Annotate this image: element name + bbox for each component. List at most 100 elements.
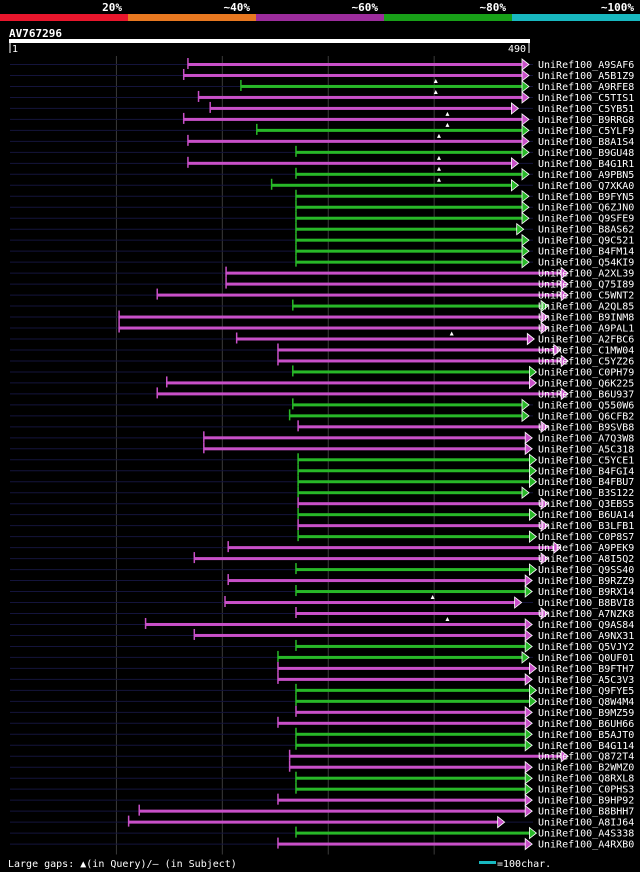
hit-row[interactable]: UniRef100_B6UA14 bbox=[10, 508, 634, 521]
hit-label[interactable]: UniRef100_B6UA14 bbox=[538, 510, 634, 521]
hit-row[interactable]: UniRef100_C5YLF9 bbox=[10, 122, 634, 137]
hit-label[interactable]: UniRef100_B6U937 bbox=[538, 389, 634, 400]
hit-row[interactable]: UniRef100_B9GU48 bbox=[10, 145, 634, 159]
hit-row[interactable]: UniRef100_B6UH66 bbox=[10, 716, 634, 730]
hit-row[interactable]: UniRef100_Q5VJY2 bbox=[10, 639, 634, 653]
hit-label[interactable]: UniRef100_Q8RXL8 bbox=[538, 774, 634, 785]
hit-label[interactable]: UniRef100_Q6CFB2 bbox=[538, 411, 634, 422]
hit-row[interactable]: UniRef100_Q7XKA0 bbox=[10, 177, 634, 192]
hit-row[interactable]: UniRef100_Q75I89 bbox=[10, 277, 634, 291]
hit-label[interactable]: UniRef100_A2QL85 bbox=[538, 302, 634, 313]
hit-label[interactable]: UniRef100_B9RX14 bbox=[538, 587, 634, 598]
hit-label[interactable]: UniRef100_Q9SFE9 bbox=[538, 214, 634, 225]
hit-row[interactable]: UniRef100_B4G114 bbox=[10, 738, 634, 752]
hit-label[interactable]: UniRef100_B9FTH7 bbox=[538, 664, 634, 675]
hit-label[interactable]: UniRef100_C0PH79 bbox=[538, 367, 634, 378]
hit-row[interactable]: UniRef100_B9FYN5 bbox=[10, 189, 634, 203]
hit-row[interactable]: UniRef100_A8IJ64 bbox=[10, 815, 634, 829]
hit-row[interactable]: UniRef100_Q872T4 bbox=[10, 749, 634, 763]
hit-row[interactable]: UniRef100_A2FBC6 bbox=[10, 331, 634, 346]
hit-row[interactable]: UniRef100_C0PH79 bbox=[10, 365, 634, 378]
hit-label[interactable]: UniRef100_C5YLF9 bbox=[538, 126, 634, 137]
hit-label[interactable]: UniRef100_B9GU48 bbox=[538, 148, 634, 159]
hit-row[interactable]: UniRef100_A9RFE8 bbox=[10, 78, 634, 93]
hit-label[interactable]: UniRef100_B5AJT0 bbox=[538, 730, 634, 741]
hit-row[interactable]: UniRef100_Q3EBS5 bbox=[10, 497, 634, 510]
hit-label[interactable]: UniRef100_Q9FYE5 bbox=[538, 686, 634, 697]
hit-label[interactable]: UniRef100_C5WNT2 bbox=[538, 291, 634, 302]
hit-label[interactable]: UniRef100_Q6K225 bbox=[538, 378, 634, 389]
hit-row[interactable]: UniRef100_B4FM14 bbox=[10, 244, 634, 258]
hit-row[interactable]: UniRef100_C5WNT2 bbox=[10, 288, 634, 302]
hit-label[interactable]: UniRef100_B9FYN5 bbox=[538, 192, 634, 203]
hit-label[interactable]: UniRef100_B4FBU7 bbox=[538, 477, 634, 488]
hit-label[interactable]: UniRef100_B9INM8 bbox=[538, 313, 634, 324]
hit-label[interactable]: UniRef100_Q8W4M4 bbox=[538, 697, 634, 708]
hit-label[interactable]: UniRef100_Q6ZJN0 bbox=[538, 203, 634, 214]
hit-row[interactable]: UniRef100_B2WMZ0 bbox=[10, 760, 634, 774]
hit-label[interactable]: UniRef100_Q5VJY2 bbox=[538, 642, 634, 653]
hit-row[interactable]: UniRef100_C5YZ26 bbox=[10, 354, 634, 367]
hit-label[interactable]: UniRef100_B6UH66 bbox=[538, 719, 634, 730]
hit-label[interactable]: UniRef100_B3LFB1 bbox=[538, 521, 634, 532]
hit-label[interactable]: UniRef100_A9PEK9 bbox=[538, 543, 634, 554]
hit-row[interactable]: UniRef100_B9RZZ9 bbox=[10, 574, 634, 587]
hit-label[interactable]: UniRef100_A4S338 bbox=[538, 829, 634, 840]
hit-label[interactable]: UniRef100_B8BVI8 bbox=[538, 598, 634, 609]
hit-label[interactable]: UniRef100_C0PHS3 bbox=[538, 785, 634, 796]
hit-row[interactable]: UniRef100_B8AS62 bbox=[10, 222, 634, 236]
hit-row[interactable]: UniRef100_A4S338 bbox=[10, 826, 634, 840]
hit-row[interactable]: UniRef100_A5C3V3 bbox=[10, 672, 634, 686]
hit-label[interactable]: UniRef100_B9HP92 bbox=[538, 796, 634, 807]
hit-label[interactable]: UniRef100_A9PBN5 bbox=[538, 170, 634, 181]
hit-label[interactable]: UniRef100_B3S122 bbox=[538, 488, 634, 499]
hit-label[interactable]: UniRef100_A2XL39 bbox=[538, 269, 634, 280]
hit-label[interactable]: UniRef100_A4RXB0 bbox=[538, 840, 634, 851]
hit-row[interactable]: UniRef100_A7Q3W8 bbox=[10, 431, 634, 444]
hit-row[interactable]: UniRef100_A4RXB0 bbox=[10, 837, 634, 851]
hit-label[interactable]: UniRef100_B8A1S4 bbox=[538, 137, 634, 148]
hit-label[interactable]: UniRef100_C5TIS1 bbox=[538, 93, 634, 104]
hit-label[interactable]: UniRef100_A5B1Z9 bbox=[538, 71, 634, 82]
hit-row[interactable]: UniRef100_A9PAL1 bbox=[10, 321, 634, 335]
hit-label[interactable]: UniRef100_A8IJ64 bbox=[538, 818, 634, 829]
hit-row[interactable]: UniRef100_A9PEK9 bbox=[10, 541, 634, 554]
hit-row[interactable]: UniRef100_B9FTH7 bbox=[10, 661, 634, 675]
hit-row[interactable]: UniRef100_Q9C521 bbox=[10, 233, 634, 247]
hit-row[interactable]: UniRef100_B9HP92 bbox=[10, 793, 634, 807]
hit-row[interactable]: UniRef100_B4G1R1 bbox=[10, 155, 634, 170]
hit-label[interactable]: UniRef100_Q550W6 bbox=[538, 400, 634, 411]
hit-row[interactable]: UniRef100_A9SAF6 bbox=[10, 58, 634, 71]
hit-row[interactable]: UniRef100_C1MW04 bbox=[10, 343, 634, 356]
hit-label[interactable]: UniRef100_A7NZK8 bbox=[538, 609, 634, 620]
hit-label[interactable]: UniRef100_C5YB51 bbox=[538, 104, 634, 115]
hit-label[interactable]: UniRef100_B4FM14 bbox=[538, 247, 634, 258]
hit-label[interactable]: UniRef100_Q75I89 bbox=[538, 280, 634, 291]
hit-label[interactable]: UniRef100_C5YCE1 bbox=[538, 455, 634, 466]
hit-label[interactable]: UniRef100_B4G114 bbox=[538, 741, 634, 752]
hit-row[interactable]: UniRef100_A9NX31 bbox=[10, 628, 634, 642]
hit-row[interactable]: UniRef100_B9INM8 bbox=[10, 310, 634, 324]
hit-row[interactable]: UniRef100_Q0UF01 bbox=[10, 650, 634, 664]
hit-row[interactable]: UniRef100_B3LFB1 bbox=[10, 519, 634, 532]
hit-label[interactable]: UniRef100_Q9AS84 bbox=[538, 620, 634, 631]
hit-label[interactable]: UniRef100_B9SVB8 bbox=[538, 422, 634, 433]
hit-label[interactable]: UniRef100_Q54KI9 bbox=[538, 258, 634, 269]
hit-label[interactable]: UniRef100_Q9SS40 bbox=[538, 565, 634, 576]
hit-row[interactable]: UniRef100_C0PHS3 bbox=[10, 782, 634, 796]
hit-label[interactable]: UniRef100_B4FGI4 bbox=[538, 466, 634, 477]
hit-label[interactable]: UniRef100_A9SAF6 bbox=[538, 60, 634, 71]
hit-row[interactable]: UniRef100_A9PBN5 bbox=[10, 166, 634, 181]
hit-label[interactable]: UniRef100_A9NX31 bbox=[538, 631, 634, 642]
hit-label[interactable]: UniRef100_C5YZ26 bbox=[538, 356, 634, 367]
hit-row[interactable]: UniRef100_A5B1Z9 bbox=[10, 68, 634, 82]
hit-label[interactable]: UniRef100_A5C318 bbox=[538, 444, 634, 455]
hit-row[interactable]: UniRef100_Q8RXL8 bbox=[10, 771, 634, 785]
hit-row[interactable]: UniRef100_Q550W6 bbox=[10, 398, 634, 411]
hit-label[interactable]: UniRef100_Q7XKA0 bbox=[538, 181, 634, 192]
hit-row[interactable]: UniRef100_B4FGI4 bbox=[10, 464, 634, 477]
hit-label[interactable]: UniRef100_A7Q3W8 bbox=[538, 433, 634, 444]
hit-label[interactable]: UniRef100_Q872T4 bbox=[538, 752, 634, 763]
hit-label[interactable]: UniRef100_A5C3V3 bbox=[538, 675, 634, 686]
hit-row[interactable]: UniRef100_A8I5Q2 bbox=[10, 552, 634, 565]
